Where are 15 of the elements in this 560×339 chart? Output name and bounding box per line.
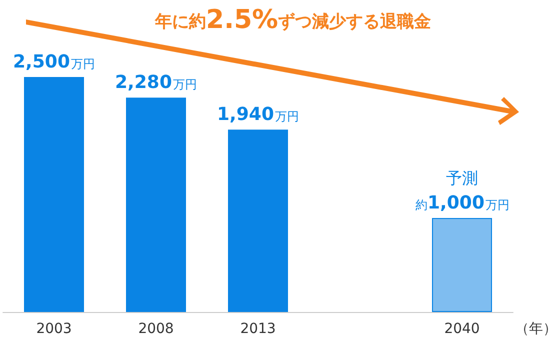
annotation: 予測 <box>446 168 478 188</box>
x-tick-label: 2013 <box>240 321 276 337</box>
data-label: 2,280万円 <box>115 72 197 94</box>
x-tick-label: 2003 <box>36 321 72 337</box>
bar <box>126 98 186 312</box>
x-tick-label: 2008 <box>138 321 174 337</box>
chart-title: 年に約2.5%ずつ減少する退職金 <box>154 5 432 35</box>
bar <box>228 130 288 312</box>
data-label: 約1,000万円 <box>416 192 510 214</box>
data-label: 2,500万円 <box>13 52 95 72</box>
bar <box>432 218 492 312</box>
x-tick-label: 2040 <box>444 321 480 337</box>
bar <box>24 77 84 312</box>
data-label: 1,940万円 <box>217 104 299 126</box>
x-axis-title: （年） <box>515 321 557 337</box>
